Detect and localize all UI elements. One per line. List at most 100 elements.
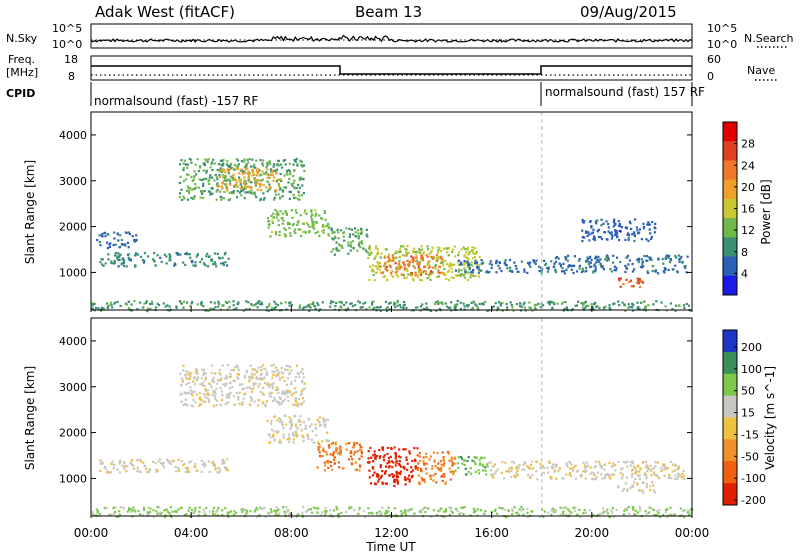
y-tick-label: 3000 xyxy=(59,381,87,394)
colorbar-tick-label: 200 xyxy=(741,341,762,354)
cpid-mode-right: normalsound (fast) 157 RF xyxy=(545,85,705,99)
colorbar-swatch xyxy=(723,483,737,506)
y-tick-label: 4000 xyxy=(59,129,87,142)
colorbar-tick-label: -50 xyxy=(741,450,759,463)
colorbar-tick-label: 20 xyxy=(741,181,755,194)
colorbar-swatch xyxy=(723,198,737,219)
colorbar-swatch xyxy=(723,373,737,397)
colorbar-tick-label: 16 xyxy=(741,203,755,216)
x-tick-label: 00:00 xyxy=(74,526,109,540)
freq-left-label-1: Freq. xyxy=(8,53,35,66)
velocity-colorbar: 200 100 50 15 -15 -50 -100 -200 xyxy=(722,329,766,507)
velocity-colorbar-label: Velocity [m s^-1] xyxy=(763,366,777,470)
freq-panel-frame xyxy=(90,55,693,81)
freq-left-label-2: [MHz] xyxy=(6,66,38,79)
freq-right-tick-top: 60 xyxy=(707,53,721,66)
y-tick-label: 3000 xyxy=(59,175,87,188)
colorbar-swatch xyxy=(723,122,737,142)
sky-noise-line xyxy=(90,34,693,43)
sky-left-tick-bottom: 10^0 xyxy=(52,38,82,51)
colorbar-swatch xyxy=(723,141,737,161)
heatmap-region-5 xyxy=(416,450,456,486)
y-tick-label: 2000 xyxy=(59,221,87,234)
colorbar-tick-label: 8 xyxy=(741,246,748,259)
velocity-ylabel: Slant Range [km] xyxy=(23,366,37,470)
sky-noise-trace xyxy=(90,34,693,43)
sky-right-tick-bottom: 10^0 xyxy=(707,38,737,51)
heatmap-region-12 xyxy=(91,299,692,313)
sky-left-tick-top: 10^5 xyxy=(52,22,82,35)
heatmap-region-2 xyxy=(266,414,330,444)
power-y-axis: 1000 2000 3000 4000 xyxy=(59,129,692,279)
colorbar-tick-label: -100 xyxy=(741,472,766,485)
colorbar-swatch xyxy=(723,351,737,375)
heatmap-region-9 xyxy=(91,505,694,519)
x-axis-label: Time UT xyxy=(365,540,416,554)
y-tick-label: 4000 xyxy=(59,335,87,348)
freq-trace xyxy=(91,65,692,75)
sky-panel-frame xyxy=(90,23,693,49)
heatmap-region-5 xyxy=(330,227,369,256)
heatmap-region-4 xyxy=(366,446,419,488)
colorbar-swatch xyxy=(723,160,737,181)
heatmap-region-7 xyxy=(379,254,444,277)
velocity-frame xyxy=(90,317,693,517)
colorbar-swatch xyxy=(723,395,737,419)
heatmap-region-6 xyxy=(454,455,489,476)
power-colorbar: 4 8 12 16 20 24 28 xyxy=(722,121,755,296)
x-tick-label: 12:00 xyxy=(374,526,409,540)
heatmap-region-2 xyxy=(178,157,306,202)
sky-right-label: N.Search xyxy=(744,32,794,45)
heatmap-region-0 xyxy=(99,458,230,474)
colorbar-tick-label: 4 xyxy=(741,267,748,280)
cpid-label: CPID xyxy=(6,87,35,100)
sky-right-tick-top: 10^5 xyxy=(707,22,737,35)
colorbar-swatch xyxy=(723,256,737,277)
colorbar-tick-label: 100 xyxy=(741,363,762,376)
heatmap-region-1 xyxy=(179,363,306,408)
power-frame xyxy=(90,111,693,311)
heatmap-region-9 xyxy=(554,254,689,275)
power-colorbar-label: Power [dB] xyxy=(759,179,773,244)
time-x-axis: 00:00 04:00 08:00 12:00 16:00 20:00 00:00 xyxy=(74,306,710,540)
colorbar-swatch xyxy=(723,461,737,484)
colorbar-tick-label: 50 xyxy=(741,385,755,398)
beam-title: Beam 13 xyxy=(355,3,422,21)
colorbar-tick-label: 28 xyxy=(741,138,755,151)
freq-right-tick-bottom: 0 xyxy=(707,70,714,83)
freq-left-tick-bottom: 8 xyxy=(68,70,75,83)
heatmap-region-3 xyxy=(216,167,281,192)
colorbar-tick-label: 12 xyxy=(741,224,755,237)
heatmap-region-7 xyxy=(487,460,685,481)
colorbar-swatch xyxy=(723,439,737,462)
colorbar-swatch xyxy=(723,237,737,258)
x-tick-label: 00:00 xyxy=(675,526,710,540)
colorbar-tick-label: -15 xyxy=(741,428,759,441)
station-title: Adak West (fitACF) xyxy=(95,3,235,21)
x-tick-label: 16:00 xyxy=(474,526,509,540)
freq-right-label: Nave xyxy=(747,64,775,77)
colorbar-swatch xyxy=(723,179,737,200)
y-tick-label: 2000 xyxy=(59,427,87,440)
heatmap-region-6 xyxy=(366,244,481,282)
date-title: 09/Aug/2015 xyxy=(580,3,677,21)
colorbar-swatch xyxy=(723,218,737,238)
heatmap-region-10 xyxy=(581,218,657,243)
velocity-heatmap xyxy=(91,318,694,519)
x-tick-label: 08:00 xyxy=(274,526,309,540)
heatmap-region-1 xyxy=(96,231,138,250)
colorbar-swatch xyxy=(723,417,737,440)
colorbar-frame xyxy=(722,329,738,506)
colorbar-swatch xyxy=(723,275,737,296)
cpid-mode-left: normalsound (fast) -157 RF xyxy=(94,94,258,108)
heatmap-region-8 xyxy=(617,481,656,494)
colorbar-tick-label: 24 xyxy=(741,159,755,172)
heatmap-region-0 xyxy=(99,251,230,268)
power-heatmap xyxy=(91,112,692,313)
power-ylabel: Slant Range [km] xyxy=(23,160,37,264)
heatmap-region-4 xyxy=(266,208,330,238)
y-tick-label: 1000 xyxy=(59,472,87,485)
colorbar-swatch xyxy=(723,330,737,353)
colorbar-tick-label: 15 xyxy=(741,407,755,420)
